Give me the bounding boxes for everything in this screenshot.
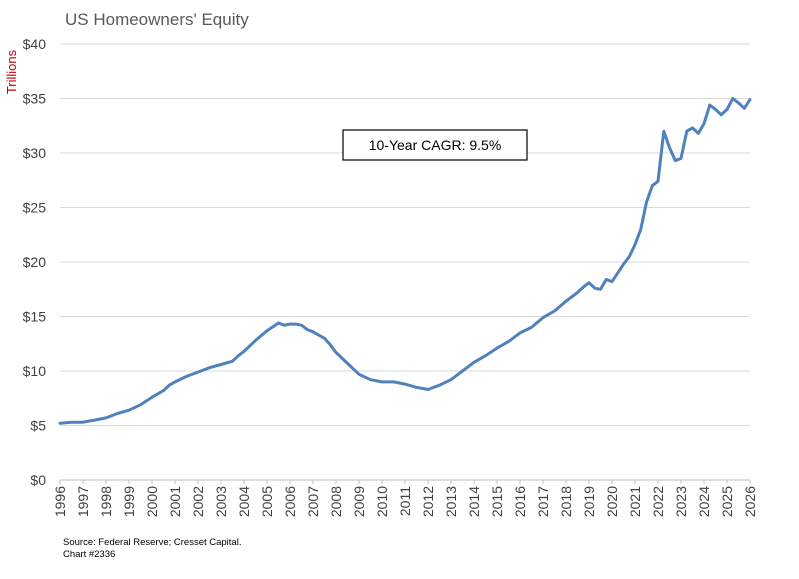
x-tick-label: 1999 <box>121 486 137 517</box>
x-tick-label: 2021 <box>627 486 643 517</box>
x-tick-label: 2013 <box>443 486 459 517</box>
x-tick-label: 2019 <box>581 486 597 517</box>
y-tick-label: $0 <box>30 472 46 488</box>
x-tick-label: 2008 <box>328 486 344 517</box>
x-tick-label: 2017 <box>535 486 551 517</box>
y-tick-label: $30 <box>23 145 47 161</box>
x-axis-ticks: 1996 1997 1998 1999 2000 2001 2002 2003 2004 2005… <box>52 480 758 517</box>
x-tick-label: 2014 <box>466 486 482 517</box>
chart-source: Source: Federal Reserve; Cresset Capital… <box>63 537 241 561</box>
y-tick-label: $5 <box>30 418 46 434</box>
series-layer <box>58 97 752 425</box>
x-tick-label: 2011 <box>397 486 413 516</box>
x-tick-label: 2025 <box>719 486 735 517</box>
x-tick-label: 2026 <box>742 486 758 517</box>
x-tick-label: 2000 <box>144 486 160 517</box>
gridlines <box>60 43 750 481</box>
x-tick-label: 2001 <box>167 486 183 517</box>
y-tick-label: $25 <box>23 200 47 216</box>
x-tick-label: 1998 <box>98 486 114 517</box>
y-tick-label: $20 <box>23 254 47 270</box>
annotation-box <box>342 129 528 161</box>
x-tick-label: 2003 <box>213 486 229 517</box>
x-tick-label: 2010 <box>374 486 390 517</box>
x-tick-label: 2020 <box>604 486 620 517</box>
x-tick-label: 2004 <box>236 486 252 517</box>
y-tick-label: $35 <box>23 91 47 107</box>
x-tick-label: 2023 <box>673 486 689 517</box>
x-tick-label: 2005 <box>259 486 275 517</box>
y-tick-label: $40 <box>23 36 47 52</box>
chart-title: US Homeowners' Equity <box>65 10 249 29</box>
annotation-text: 10-Year CAGR: 9.5% <box>369 137 502 153</box>
x-tick-label: 2009 <box>351 486 367 517</box>
y-tick-label: $15 <box>23 309 47 325</box>
x-tick-label: 1996 <box>52 486 68 517</box>
x-tick-label: 2002 <box>190 486 206 517</box>
y-tick-label: $10 <box>23 363 47 379</box>
series-line <box>58 97 752 425</box>
x-tick-label: 2022 <box>650 486 666 517</box>
x-tick-label: 2007 <box>305 486 321 517</box>
source-text: Source: Federal Reserve; Cresset Capital… <box>63 537 242 548</box>
chart-number: Chart #2336 <box>63 549 116 560</box>
x-tick-label: 2015 <box>489 486 505 517</box>
y-axis-label: Trillions <box>4 49 19 94</box>
x-tick-label: 2016 <box>512 486 528 517</box>
x-tick-label: 2024 <box>696 486 712 517</box>
x-tick-label: 1997 <box>75 486 91 517</box>
y-axis-ticks: $0 $5 $10 $15 $20 $25 $30 $35 $40 <box>23 36 47 488</box>
cagr-annotation: 10-Year CAGR: 9.5% <box>342 129 528 161</box>
x-tick-label: 2006 <box>282 486 298 517</box>
x-tick-label: 2018 <box>558 486 574 517</box>
x-tick-label: 2012 <box>420 486 436 517</box>
